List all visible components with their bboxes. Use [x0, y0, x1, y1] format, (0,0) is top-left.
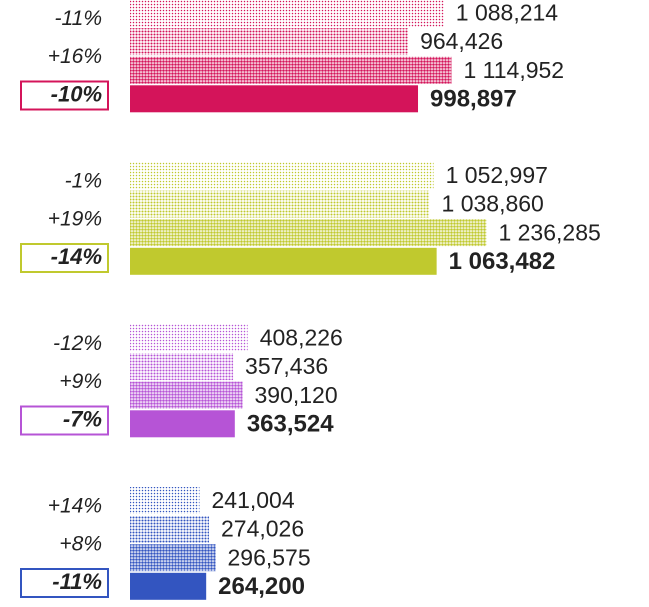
value-label: 1 038,860	[442, 191, 544, 217]
value-label: 1 063,482	[449, 248, 556, 275]
change-label: +9%	[59, 370, 102, 393]
bar	[130, 410, 235, 438]
value-label: 1 236,285	[498, 219, 600, 245]
change-box	[20, 405, 109, 436]
value-label: 264,200	[218, 573, 305, 600]
bar	[130, 162, 434, 189]
change-label: -1%	[65, 170, 102, 193]
bar	[130, 353, 234, 381]
bar	[130, 190, 430, 218]
value-label: 998,897	[430, 86, 517, 113]
bar	[130, 56, 452, 84]
value-label: 390,120	[254, 382, 337, 408]
value-label: 964,426	[420, 28, 503, 54]
bar	[130, 572, 207, 600]
value-label: 1 114,952	[463, 57, 564, 83]
bar	[130, 28, 409, 56]
change-label: -7%	[63, 406, 102, 431]
bar	[130, 324, 248, 352]
change-box	[20, 568, 109, 598]
value-label: 241,004	[211, 487, 294, 513]
value-label: 357,436	[245, 353, 328, 379]
change-label: -10%	[51, 81, 102, 106]
change-label: -14%	[51, 244, 102, 269]
change-label: +14%	[48, 495, 102, 518]
bar	[130, 0, 444, 27]
change-label: +19%	[48, 208, 102, 231]
change-label: +16%	[48, 45, 102, 68]
change-label: +8%	[59, 533, 102, 556]
value-label: 363,524	[247, 411, 334, 438]
value-label: 274,026	[221, 516, 304, 542]
value-label: 1 088,214	[456, 0, 559, 26]
change-box	[20, 243, 109, 273]
bar	[130, 85, 419, 113]
bar	[130, 247, 437, 275]
bar	[130, 544, 216, 572]
bar	[130, 219, 487, 247]
change-label: -11%	[52, 569, 102, 594]
bar	[130, 515, 210, 543]
bar	[130, 487, 200, 514]
value-label: 296,575	[228, 544, 311, 570]
change-label: -11%	[55, 7, 102, 30]
change-box	[20, 80, 109, 111]
change-label: -12%	[53, 332, 102, 355]
value-label: 1 052,997	[446, 162, 548, 188]
bar	[130, 381, 243, 409]
value-label: 408,226	[260, 325, 343, 351]
